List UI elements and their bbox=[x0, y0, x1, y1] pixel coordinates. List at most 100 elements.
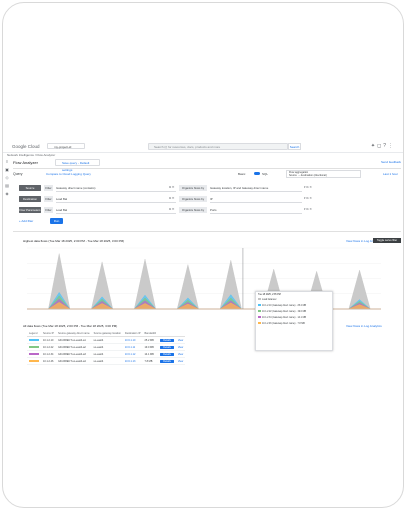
view-link[interactable]: View bbox=[175, 357, 186, 365]
bandwidth-cell: 14.1 MB bbox=[142, 350, 159, 358]
legend-cell bbox=[27, 357, 41, 365]
sql-label: SQL bbox=[262, 172, 269, 176]
source-ip-cell: 10.1.2.10 bbox=[41, 336, 56, 344]
col-gateway-location[interactable]: Source gateway location bbox=[91, 331, 123, 337]
filter-row: Source Filter Gateway direct name (conta… bbox=[19, 185, 319, 192]
destination-ip-link[interactable]: 10.6.1.13 bbox=[122, 357, 143, 365]
aggregation-value: Source → destination (directional) bbox=[289, 174, 327, 177]
filter-op[interactable]: Filter bbox=[44, 185, 53, 191]
view-link[interactable]: View bbox=[175, 336, 186, 344]
group-value[interactable]: IP bbox=[210, 196, 302, 203]
details-button[interactable]: Details bbox=[160, 338, 174, 342]
performance-icon[interactable]: ▤ bbox=[5, 183, 9, 188]
series-swatch bbox=[258, 298, 261, 300]
group-tools[interactable]: ▾ ⧉ ✕ bbox=[304, 207, 312, 211]
table-row[interactable]: 10.1.2.46 GD-DIRECT-us-east4-a4 us-east4… bbox=[27, 357, 186, 365]
group-tools[interactable]: ▾ ⧉ ✕ bbox=[304, 196, 312, 200]
compare-link[interactable]: Compare to Cloud Logging Query bbox=[46, 172, 91, 176]
group-value[interactable]: Gateway location, IP and Gateway direct … bbox=[210, 185, 302, 192]
group-op[interactable]: Organize flows by bbox=[179, 196, 207, 202]
filter-op[interactable]: Filter bbox=[44, 207, 53, 213]
time-range-select[interactable]: Last 1 hour bbox=[382, 172, 398, 176]
query-label: Query bbox=[13, 172, 23, 176]
col-view bbox=[175, 331, 186, 337]
divider bbox=[13, 231, 401, 232]
filter-value[interactable]: Load Bal bbox=[56, 207, 176, 214]
group-op[interactable]: Organize flows by bbox=[179, 207, 207, 213]
col-source-ip[interactable]: Source IP bbox=[41, 331, 56, 337]
bandwidth-cell: 7.8 MB bbox=[142, 357, 159, 365]
query-header: Query Compare to Cloud Logging Query Bas… bbox=[13, 170, 401, 178]
table-row[interactable]: 10.1.2.34 GD-DIRECT-us-east4-a3 us-east4… bbox=[27, 350, 186, 358]
col-destination-ip[interactable]: Destination IP bbox=[122, 331, 143, 337]
view-link[interactable]: View bbox=[175, 350, 186, 358]
sql-toggle[interactable] bbox=[254, 172, 260, 175]
series-swatch bbox=[258, 310, 261, 312]
topology-icon[interactable]: ◇ bbox=[5, 175, 9, 180]
filter-op[interactable]: Filter bbox=[44, 196, 53, 202]
series-filter-badge[interactable]: Toggle series filter bbox=[373, 238, 401, 243]
gateway-name-cell: GD-DIRECT-us-east4-a3 bbox=[55, 350, 92, 358]
top-bar: Google Cloud my-project-id Search (/) fo… bbox=[3, 141, 403, 153]
help-icon[interactable]: ? bbox=[383, 143, 388, 149]
menu-icon[interactable]: ≡ bbox=[5, 159, 9, 164]
aggregation-select[interactable]: Flow aggregation Source → destination (d… bbox=[286, 170, 361, 178]
destination-ip-link[interactable]: 10.6.1.10 bbox=[122, 336, 143, 344]
table-row[interactable]: 10.1.2.22 GD-DIRECT-us-east4-a2 us-east4… bbox=[27, 343, 186, 351]
view-link[interactable]: View bbox=[175, 343, 186, 351]
tooltip-row: 10.1.2.10 (Gateway direct name) · 25.2 M… bbox=[258, 304, 330, 310]
google-cloud-logo[interactable]: Google Cloud bbox=[12, 144, 40, 149]
filter-value[interactable]: Gateway direct name (contains) bbox=[56, 185, 176, 192]
details-cell: Details bbox=[158, 343, 176, 351]
project-picker[interactable]: my-project-id bbox=[47, 143, 85, 149]
col-gateway-name[interactable]: Source gateway direct name bbox=[55, 331, 92, 337]
search-input[interactable]: Search (/) for resources, docs, products… bbox=[148, 143, 288, 150]
destination-ip-link[interactable]: 10.6.1.12 bbox=[122, 350, 143, 358]
details-button[interactable]: Details bbox=[160, 345, 174, 349]
filter-row: Flow Parameters Filter Load Bal ⧉ ✕ Orga… bbox=[19, 207, 319, 214]
tooltip-row-text: 10.1.2.10 (Gateway direct name) · 25.2 M… bbox=[262, 305, 307, 307]
group-tools[interactable]: ▾ ⧉ ✕ bbox=[304, 185, 312, 189]
save-query-button[interactable]: Save query - Default settings bbox=[55, 159, 100, 172]
aggregation-label: Flow aggregation bbox=[289, 171, 309, 174]
filter-value[interactable]: Load Bal bbox=[56, 196, 176, 203]
table-log-link[interactable]: View flows in Log Analytics bbox=[346, 324, 382, 328]
row-tools[interactable]: ⧉ ✕ bbox=[169, 207, 175, 211]
details-button[interactable]: Details bbox=[160, 352, 174, 356]
destination-chip[interactable]: Destination bbox=[19, 196, 41, 202]
tooltip-time: Tue 18 2025, 2:35 PM bbox=[258, 294, 281, 296]
basic-label: Basic bbox=[238, 172, 246, 176]
source-ip-cell: 10.1.2.34 bbox=[41, 350, 56, 358]
add-filter-link[interactable]: + Add filter bbox=[19, 219, 34, 223]
send-feedback-link[interactable]: Send feedback bbox=[380, 160, 401, 164]
run-button[interactable]: Run bbox=[50, 218, 63, 224]
flows-table: Legend Source IP Source gateway direct n… bbox=[27, 331, 186, 365]
filter-row: Destination Filter Load Bal ⧉ ✕ Organize… bbox=[19, 196, 319, 203]
col-legend[interactable]: Legend bbox=[27, 331, 41, 337]
flow-icon[interactable]: ▣ bbox=[5, 167, 9, 172]
flow-parameters-chip[interactable]: Flow Parameters bbox=[19, 207, 41, 213]
row-tools[interactable]: ⧉ ✕ bbox=[169, 185, 175, 189]
breadcrumb[interactable]: Network Intelligence / Flow Analyzer bbox=[7, 153, 56, 157]
chart-log-link[interactable]: View flows in Log Analytics bbox=[346, 239, 382, 243]
row-tools[interactable]: ⧉ ✕ bbox=[169, 196, 175, 200]
flows-chart[interactable] bbox=[23, 245, 395, 313]
gateway-location-cell: us-east4 bbox=[91, 343, 123, 351]
details-button[interactable]: Details bbox=[160, 359, 174, 363]
gateway-name-cell: GD-DIRECT-us-east4-a4 bbox=[55, 357, 92, 365]
settings-icon[interactable]: ⋮ bbox=[388, 143, 395, 149]
table-title: All data flows (Tue Mar 18 2025, 2:00 PM… bbox=[23, 324, 118, 328]
chart-tooltip: Tue 18 2025, 2:35 PM Load balancer 10.1.… bbox=[255, 291, 333, 351]
gift-icon[interactable]: ✦ bbox=[370, 143, 378, 149]
firewall-icon[interactable]: ◈ bbox=[5, 191, 9, 196]
destination-ip-link[interactable]: 10.6.1.11 bbox=[122, 343, 143, 351]
source-chip[interactable]: Source bbox=[19, 185, 41, 191]
group-value[interactable]: Ports bbox=[210, 207, 302, 214]
notifications-icon[interactable]: ◻ bbox=[377, 143, 384, 149]
search-button[interactable]: Search bbox=[288, 143, 301, 150]
group-op[interactable]: Organize flows by bbox=[179, 185, 207, 191]
tooltip-row-text: 10.1.2.34 (Gateway direct name) · 14.1 M… bbox=[262, 317, 307, 319]
col-bandwidth[interactable]: Bandwidth bbox=[142, 331, 159, 337]
table-row[interactable]: 10.1.2.10 GD-DIRECT-us-east4-a1 us-east4… bbox=[27, 336, 186, 344]
